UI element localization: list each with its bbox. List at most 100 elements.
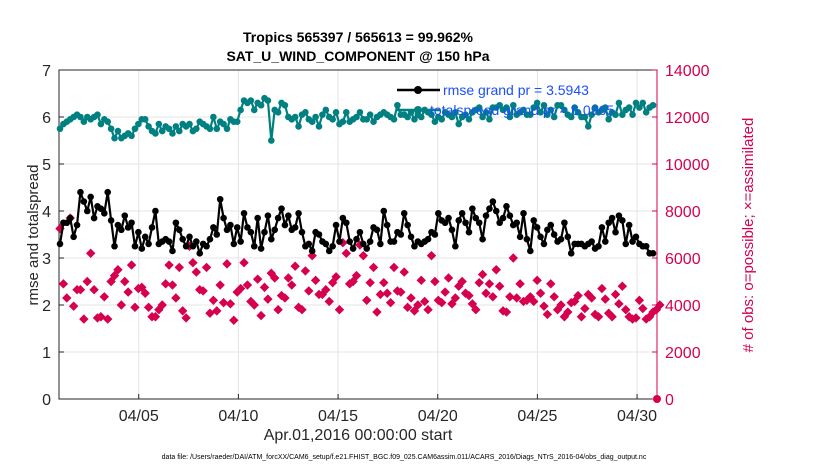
spread-point [448, 113, 456, 121]
obs-assimilated-point [171, 293, 181, 303]
rmse-point [622, 240, 630, 248]
rmse-point [186, 233, 193, 241]
spread-point [642, 109, 650, 116]
obs-assimilated-point [304, 286, 314, 296]
obs-assimilated-point [576, 312, 587, 322]
spread-point [605, 116, 613, 123]
spread-point [465, 116, 473, 123]
obs-assimilated-point [416, 275, 426, 286]
spread-point [615, 99, 623, 107]
rmse-point [561, 219, 568, 227]
obs-assimilated-point [290, 261, 300, 271]
rmse-point [240, 210, 248, 217]
rmse-point [101, 210, 108, 217]
spread-point [223, 125, 231, 133]
rmse-point [135, 228, 142, 236]
spread-point [315, 123, 323, 130]
obs-assimilated-point [494, 281, 505, 291]
obs-assimilated-point [597, 283, 607, 294]
obs-assimilated-point [372, 307, 382, 317]
obs-end-marker [653, 395, 661, 403]
rmse-point [56, 240, 64, 248]
obs-assimilated-point [55, 223, 65, 234]
rmse-point [172, 219, 180, 227]
spread-point [175, 127, 183, 135]
spread-point [56, 125, 64, 133]
spread-point [417, 113, 425, 121]
rmse-point [213, 231, 221, 238]
obs-assimilated-point [58, 279, 69, 289]
spread-point [233, 118, 241, 125]
rmse-point [550, 231, 558, 238]
spread-point [97, 120, 105, 128]
spread-point [557, 101, 565, 109]
rmse-point [363, 245, 371, 252]
obs-assimilated-point [546, 279, 556, 289]
rmse-point [230, 240, 238, 248]
obs-assimilated-point [409, 306, 420, 316]
obs-assimilated-point [368, 262, 379, 273]
chart-subtitle: SAT_U_WIND_COMPONENT @ 150 hPa [226, 48, 489, 64]
rmse-point [424, 235, 432, 243]
spread-point [193, 125, 200, 133]
rmse-point [564, 233, 572, 241]
spread-point [550, 113, 558, 121]
spread-point [353, 113, 360, 121]
obs-assimilated-point [137, 282, 147, 293]
obs-assimilated-point [212, 306, 222, 316]
rmse-point [336, 238, 343, 245]
obs-assimilated-point [351, 270, 362, 281]
spread-point [104, 118, 112, 125]
obs-assimilated-point [79, 314, 89, 324]
spread-point [322, 106, 330, 114]
obs-assimilated-point [331, 272, 341, 282]
rmse-point [77, 188, 84, 196]
obs-assimilated-point [457, 276, 467, 287]
rmse-point [431, 231, 439, 238]
spread-point [312, 113, 319, 121]
rmse-point [625, 221, 633, 229]
obs-assimilated-point [358, 250, 369, 261]
spread-point [274, 109, 282, 116]
rmse-point [216, 195, 224, 203]
obs-assimilated-point [419, 296, 430, 307]
spread-point [404, 113, 411, 121]
obs-assimilated-point [655, 300, 665, 310]
spread-point [479, 113, 486, 121]
rmse-point [435, 210, 442, 217]
rmse-point [295, 210, 302, 217]
obs-assimilated-point [402, 302, 413, 313]
rmse-point [475, 219, 483, 227]
spread-point [520, 106, 527, 114]
obs-assimilated-point [631, 313, 641, 323]
spread-point [220, 120, 227, 128]
obs-assimilated-point [310, 275, 321, 286]
obs-assimilated-point [297, 304, 307, 315]
spread-point [588, 111, 595, 118]
spread-point [356, 109, 364, 116]
spread-point [128, 132, 135, 140]
rmse-point [469, 205, 476, 212]
rmse-point [642, 242, 650, 250]
rmse-point [169, 247, 176, 255]
rmse-point [261, 228, 268, 236]
obs-assimilated-point [242, 280, 253, 290]
obs-assimilated-point [430, 276, 440, 287]
spread-point [496, 101, 503, 109]
legend-rmse-label: rmse grand pr = 3.5943 [443, 82, 589, 98]
obs-assimilated-point [123, 287, 133, 297]
rmse-point [516, 233, 524, 241]
x-tick-label: 04/30 [617, 408, 657, 425]
spread-point [619, 111, 626, 118]
spread-point [625, 104, 633, 111]
rmse-point [138, 245, 146, 252]
rmse-point [308, 247, 316, 255]
obs-assimilated-point [610, 289, 621, 300]
rmse-point [325, 247, 333, 255]
obs-assimilated-point [198, 286, 208, 296]
obs-assimilated-point [563, 307, 573, 317]
spread-point [172, 123, 180, 130]
obs-assimilated-point [348, 276, 358, 287]
x-tick-label: 04/05 [119, 408, 159, 425]
rmse-point [244, 224, 251, 231]
